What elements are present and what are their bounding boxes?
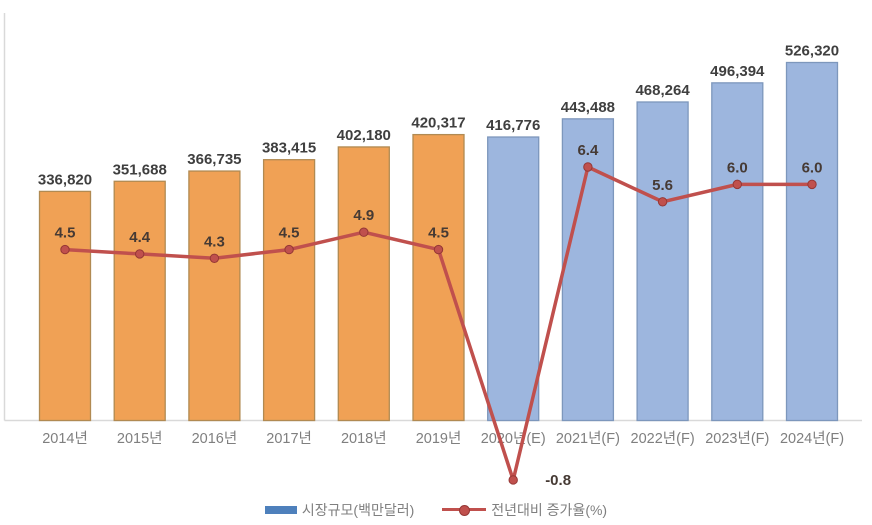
bar-2015년 <box>113 180 166 422</box>
growth-label-2022년(F): 5.6 <box>652 177 673 194</box>
growth-marker-2014년 <box>60 244 70 255</box>
bar-value-label-2018년: 402,180 <box>337 127 391 144</box>
bar-2014년 <box>38 190 92 422</box>
category-label-2018년: 2018년 <box>341 430 387 447</box>
bar-value-label-2023년(F): 496,394 <box>710 63 765 80</box>
category-label-2015년: 2015년 <box>117 430 163 447</box>
bar-2019년 <box>412 133 465 422</box>
bar-2021년(F) <box>561 118 615 422</box>
category-label-2014년: 2014년 <box>42 430 88 447</box>
growth-label-2015년: 4.4 <box>129 229 151 246</box>
growth-label-2018년: 4.9 <box>353 207 374 224</box>
legend-item-market-size: 시장규모(백만달러) <box>264 500 415 520</box>
bar-value-label-2014년: 336,820 <box>38 171 92 188</box>
growth-label-2023년(F): 6.0 <box>727 159 748 176</box>
bar-value-label-2024년(F): 526,320 <box>785 43 839 60</box>
category-label-2021년(F): 2021년(F) <box>556 430 620 447</box>
category-label-2024년(F): 2024년(F) <box>780 430 844 447</box>
growth-marker-2021년(F) <box>583 162 593 172</box>
bar-2020년(E) <box>487 136 540 422</box>
growth-marker-2015년 <box>135 249 145 259</box>
growth-marker-2022년(F) <box>657 197 668 207</box>
growth-label-2021년(F): 6.4 <box>577 142 599 159</box>
legend-item-growth-rate: 전년대비 증가율(%) <box>442 500 607 520</box>
bar-value-label-2017년: 383,415 <box>262 140 316 157</box>
growth-rate-swatch-icon <box>442 505 487 516</box>
bar-2016년 <box>188 170 241 422</box>
bar-value-label-2021년(F): 443,488 <box>561 99 615 116</box>
growth-marker-2018년 <box>359 227 369 237</box>
growth-marker-2024년(F) <box>807 179 817 190</box>
bar-value-label-2016년: 366,735 <box>187 151 241 168</box>
legend-label-growth-rate: 전년대비 증가율(%) <box>491 502 608 518</box>
bar-2023년(F) <box>711 82 764 422</box>
growth-marker-2023년(F) <box>732 179 742 190</box>
growth-marker-2016년 <box>209 253 220 263</box>
bar-2018년 <box>337 146 390 422</box>
category-label-2020년(E): 2020년(E) <box>481 430 546 447</box>
growth-marker-2017년 <box>284 244 294 255</box>
market-size-swatch-icon <box>264 506 297 514</box>
category-label-2016년: 2016년 <box>192 430 238 447</box>
bar-2024년(F) <box>785 61 839 422</box>
legend-label-market-size: 시장규모(백만달러) <box>301 502 415 518</box>
growth-label-2014년: 4.5 <box>55 225 76 242</box>
bar-value-label-2019년: 420,317 <box>411 115 465 132</box>
growth-label-2020년(E): -0.8 <box>545 472 571 489</box>
bar-value-label-2020년(E): 416,776 <box>486 117 540 134</box>
category-label-2022년(F): 2022년(F) <box>631 430 695 447</box>
bar-value-label-2022년(F): 468,264 <box>635 82 690 99</box>
category-label-2019년: 2019년 <box>416 430 462 447</box>
growth-label-2016년: 4.3 <box>204 233 225 250</box>
chart-legend: 시장규모(백만달러) 전년대비 증가율(%) <box>0 500 872 520</box>
category-label-2017년: 2017년 <box>266 430 312 447</box>
bar-2022년(F) <box>636 101 689 422</box>
growth-label-2019년: 4.5 <box>428 225 449 242</box>
growth-marker-2019년 <box>433 244 444 255</box>
growth-label-2024년(F): 6.0 <box>802 159 823 176</box>
growth-marker-2020년(E) <box>508 475 518 485</box>
category-label-2023년(F): 2023년(F) <box>705 430 769 447</box>
growth-label-2017년: 4.5 <box>279 225 300 242</box>
bar-2017년 <box>262 159 316 422</box>
bar-value-label-2015년: 351,688 <box>113 161 167 178</box>
